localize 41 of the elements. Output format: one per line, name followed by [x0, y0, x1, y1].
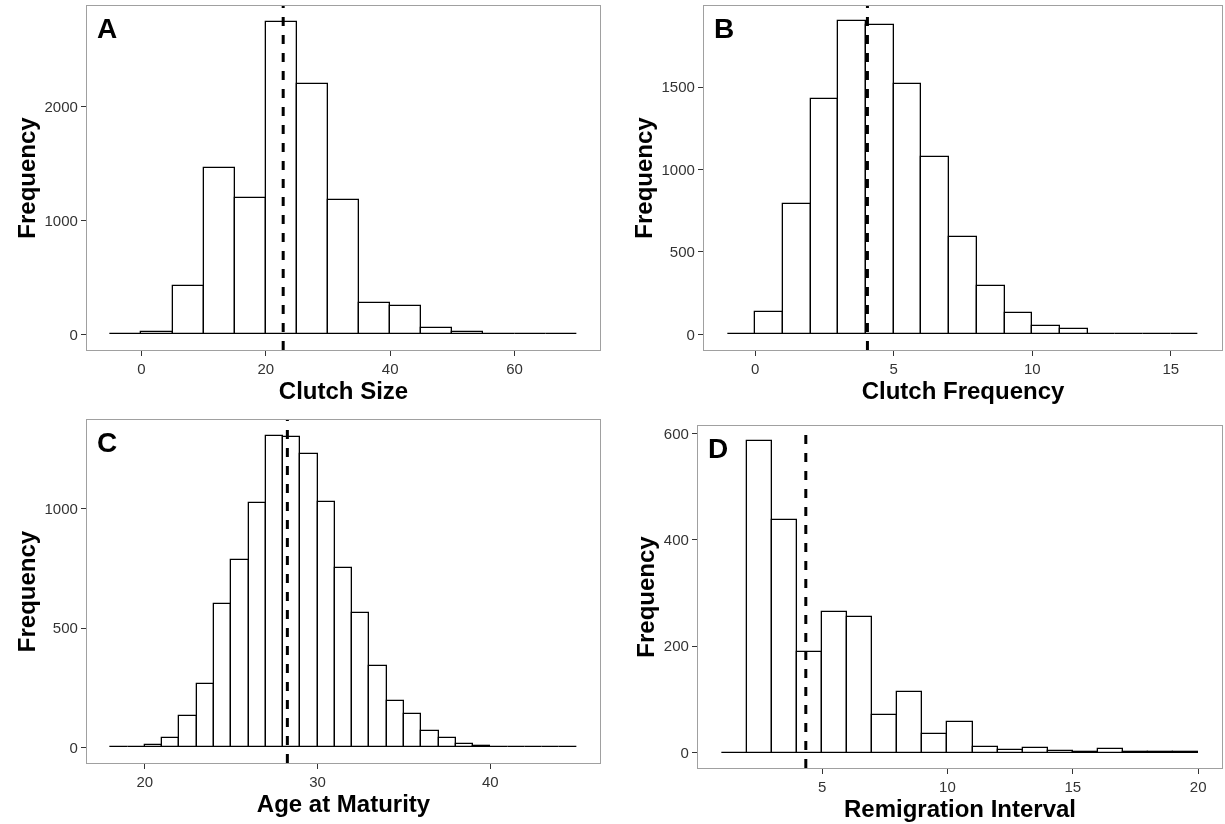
x-tick-label: 20: [1189, 778, 1207, 796]
y-tick-label: 0: [680, 743, 689, 761]
y-tick-label: 1000: [661, 160, 695, 178]
chart-title: D: [708, 433, 729, 464]
chart-title: C: [97, 427, 118, 458]
y-axis-title: Frequency: [629, 116, 657, 239]
x-tick-label: 15: [1064, 778, 1082, 796]
x-tick-label: 20: [136, 773, 154, 791]
x-tick-label: 5: [817, 778, 827, 796]
chart-title: B: [714, 13, 735, 44]
y-tick-label: 1000: [44, 500, 78, 518]
y-tick-label: 0: [69, 325, 78, 343]
y-tick-label: 0: [69, 738, 78, 756]
x-tick-label: 10: [1023, 360, 1041, 378]
x-axis-title: Age at Maturity: [256, 790, 431, 818]
y-tick-label: 600: [663, 424, 689, 442]
x-tick-label: 5: [889, 360, 898, 378]
x-tick-label: 20: [257, 360, 275, 378]
y-tick-label: 200: [663, 637, 689, 655]
y-axis-title: Frequency: [631, 535, 659, 658]
x-tick-label: 30: [309, 773, 326, 791]
y-axis-title: Frequency: [12, 530, 40, 653]
y-tick-label: 0: [686, 325, 695, 343]
x-tick-label: 40: [481, 773, 499, 791]
x-axis-title: Clutch Frequency: [861, 377, 1065, 405]
y-tick-label: 500: [52, 619, 78, 637]
x-tick-label: 10: [939, 778, 956, 796]
x-tick-label: 0: [137, 360, 146, 378]
x-tick-label: 0: [751, 360, 760, 378]
y-tick-label: 1000: [44, 211, 78, 229]
x-tick-label: 15: [1162, 360, 1180, 378]
y-tick-label: 400: [663, 531, 689, 549]
x-axis-title: Clutch Size: [278, 377, 409, 405]
x-tick-label: 60: [506, 360, 523, 378]
x-tick-label: 40: [381, 360, 399, 378]
chart-title: A: [97, 13, 118, 44]
y-tick-label: 500: [669, 243, 695, 261]
y-tick-label: 1500: [661, 78, 695, 96]
y-axis-title: Frequency: [12, 116, 40, 239]
x-axis-title: Remigration Interval: [843, 795, 1077, 823]
y-tick-label: 2000: [44, 98, 78, 116]
